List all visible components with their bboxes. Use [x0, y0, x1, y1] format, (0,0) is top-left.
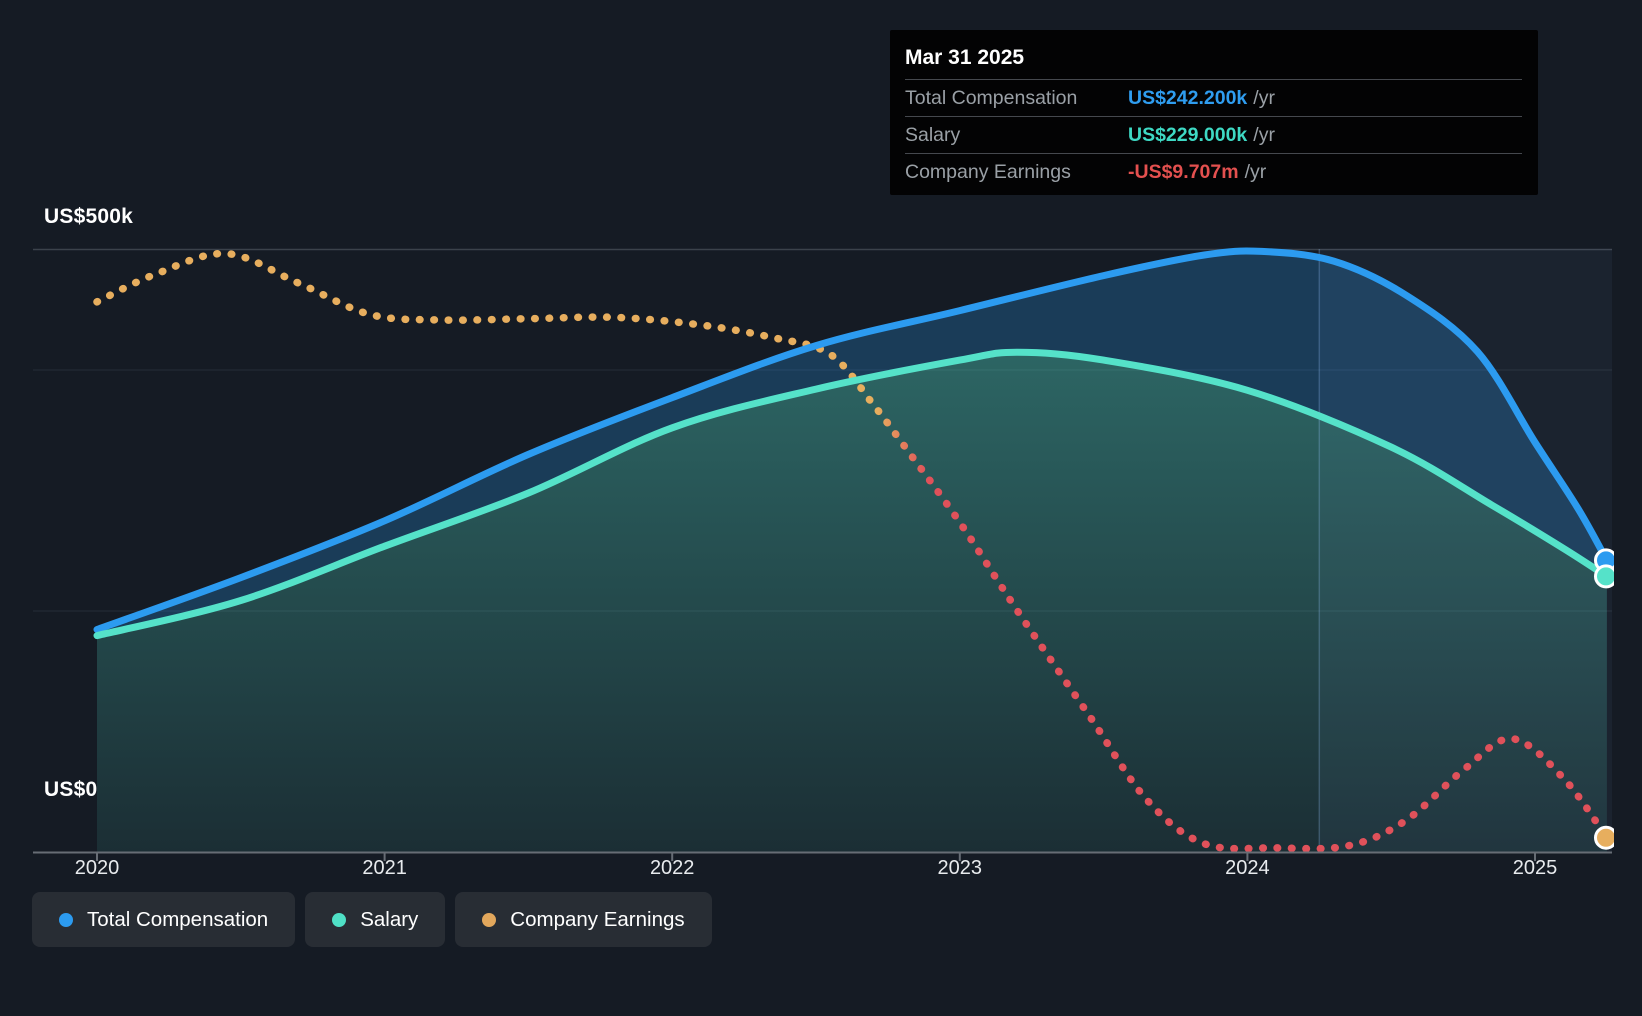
tooltip-label: Salary	[905, 123, 961, 146]
company-earnings-dot-icon	[482, 912, 497, 927]
company-earnings-line	[93, 249, 1611, 853]
tooltip-value: US$229.000k	[1128, 123, 1248, 146]
chart-legend: Total Compensation Salary Company Earnin…	[32, 892, 712, 947]
tooltip-unit: /yr	[1253, 123, 1275, 146]
x-axis	[33, 851, 1612, 861]
x-tick-label: 2021	[362, 857, 407, 879]
salary-dot-icon	[332, 912, 347, 927]
x-axis-ticks	[96, 853, 1536, 861]
tooltip-unit: /yr	[1253, 86, 1275, 109]
x-tick-label: 2022	[649, 857, 695, 879]
legend-label: Total Compensation	[87, 907, 269, 931]
y-axis-label-bottom: US$0	[44, 778, 98, 801]
chart-tooltip: Mar 31 2025 Total Compensation US$242.20…	[890, 30, 1538, 195]
tooltip-row-salary: Salary US$229.000k /yr	[905, 116, 1522, 153]
tooltip-unit: /yr	[1244, 160, 1267, 183]
tooltip-row-total-compensation: Total Compensation US$242.200k /yr	[905, 79, 1522, 116]
salary-line	[93, 348, 1611, 640]
x-tick-label: 2025	[1512, 857, 1558, 879]
legend-label: Company Earnings	[510, 907, 685, 931]
total-compensation-dot-icon	[59, 912, 73, 927]
legend-item-salary[interactable]: Salary	[305, 892, 446, 947]
legend-item-total-compensation[interactable]: Total Compensation	[32, 892, 296, 947]
y-axis-label-top: US$500k	[44, 205, 133, 228]
x-tick-label: 2023	[937, 857, 983, 879]
tooltip-label: Company Earnings	[905, 160, 1071, 183]
company-earnings-end-marker[interactable]	[1594, 825, 1617, 850]
tooltip-row-company-earnings: Company Earnings -US$9.707m /yr	[905, 153, 1522, 190]
legend-label: Salary	[360, 907, 419, 931]
legend-item-company-earnings[interactable]: Company Earnings	[455, 892, 712, 947]
salary-end-marker[interactable]	[1594, 564, 1617, 589]
x-tick-label: 2020	[74, 857, 120, 879]
total-compensation-line	[93, 247, 1611, 633]
tooltip-value: US$242.200k	[1128, 86, 1248, 109]
total-compensation-area-fill	[97, 250, 1607, 636]
tooltip-date: Mar 31 2025	[905, 45, 1025, 69]
tooltip-label: Total Compensation	[905, 86, 1078, 109]
x-tick-label: 2024	[1225, 857, 1270, 879]
tooltip-value: -US$9.707m	[1128, 160, 1239, 183]
salary-area-fill	[97, 352, 1607, 853]
